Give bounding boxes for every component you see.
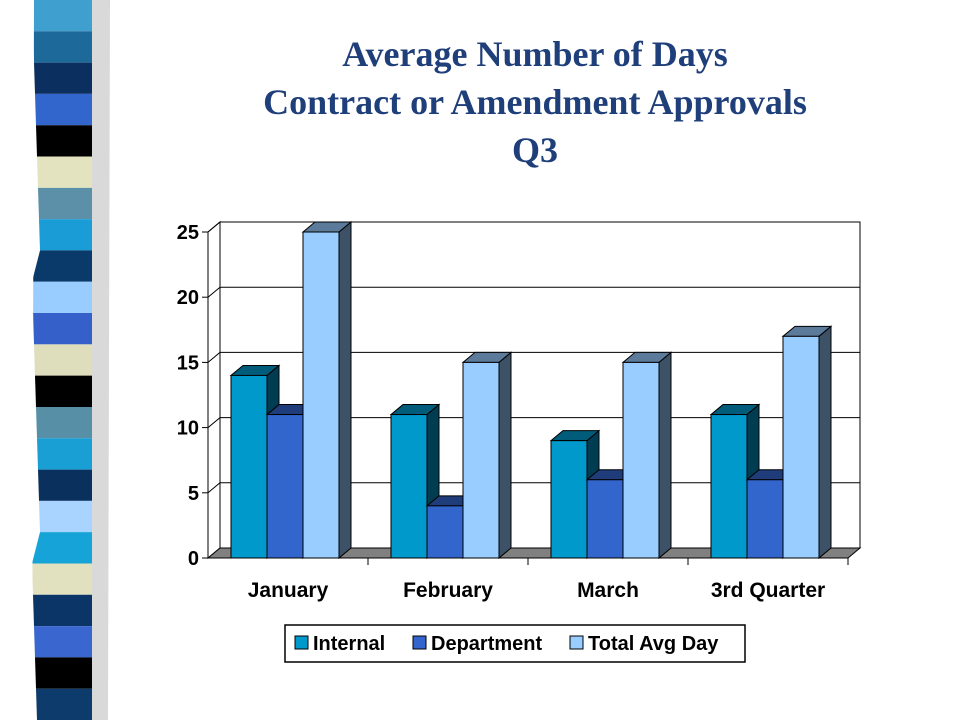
stripe-segment xyxy=(32,532,92,564)
legend-swatch xyxy=(569,635,584,650)
x-category-label: January xyxy=(248,579,329,602)
title-line-3: Q3 xyxy=(511,130,558,170)
stripe-segment xyxy=(32,0,92,32)
y-tick-label: 20 xyxy=(177,287,199,309)
title-line-2: Contract or Amendment Approvals xyxy=(263,82,807,122)
bar-total-avg-day-january xyxy=(301,220,353,560)
title-line-1: Average Number of Days xyxy=(342,34,728,74)
bar-front xyxy=(586,479,624,559)
bar-total-avg-day-march xyxy=(621,351,673,560)
bar-front xyxy=(390,414,428,559)
stripe-segment xyxy=(34,62,92,94)
stripe-segment xyxy=(33,31,92,63)
bar-side xyxy=(498,351,512,560)
bar-front xyxy=(426,505,464,559)
x-category-label: February xyxy=(403,579,493,602)
stripe-segment xyxy=(37,156,92,188)
stripe-segment xyxy=(34,344,92,376)
stripe-segment xyxy=(34,626,92,658)
bar-front xyxy=(462,361,500,559)
bar-front xyxy=(302,231,340,559)
bar-front xyxy=(266,414,304,559)
stripe-segment xyxy=(35,93,92,126)
gridline xyxy=(207,286,860,298)
stripe-segment xyxy=(32,250,92,282)
bar-total-avg-day-3rd-quarter xyxy=(781,325,833,560)
bar-total-avg-day-february xyxy=(461,351,513,560)
bar-front xyxy=(782,335,820,559)
legend-label: Department xyxy=(431,633,542,655)
stripe-segment xyxy=(38,187,92,220)
x-category-label: March xyxy=(577,579,639,602)
y-tick-label: 25 xyxy=(177,222,199,244)
legend-label: Internal xyxy=(313,633,385,655)
stripe-segment xyxy=(36,406,92,439)
stripe-segment xyxy=(38,469,92,501)
bar-front xyxy=(746,479,784,559)
stripe-segment xyxy=(32,563,92,595)
stripe-segment xyxy=(35,375,92,407)
y-tick-label: 15 xyxy=(177,352,199,374)
legend-swatch xyxy=(412,635,427,650)
bar-side xyxy=(658,351,672,560)
legend-swatch xyxy=(294,635,309,650)
decorative-stripe-bar xyxy=(0,0,110,720)
stripe-segment xyxy=(39,500,92,533)
legend: Internal Department Total Avg Day xyxy=(284,624,746,663)
y-tick-label: 10 xyxy=(177,418,199,440)
bar-side xyxy=(818,325,832,560)
stripe-segment xyxy=(33,594,92,627)
stripe-segment xyxy=(39,219,92,251)
stripe-segment xyxy=(32,281,92,314)
y-tick-label: 0 xyxy=(188,548,199,570)
stripe-shadow xyxy=(92,0,110,720)
stripe-segment xyxy=(36,125,92,157)
stripe-segment xyxy=(37,438,92,470)
y-tick-label: 5 xyxy=(188,483,199,505)
legend-label: Total Avg Day xyxy=(588,633,719,655)
stripe-segment xyxy=(36,688,92,720)
chart-title: Average Number of Days Contract or Amend… xyxy=(110,30,960,174)
stripe-margin xyxy=(0,0,34,720)
bar-front xyxy=(550,440,588,559)
bar-front xyxy=(710,414,748,559)
bar-front xyxy=(622,361,660,559)
bar-front xyxy=(230,374,268,559)
gridline xyxy=(207,221,860,233)
bar-side xyxy=(338,220,352,560)
plot-side-wall xyxy=(207,220,221,560)
x-category-label: 3rd Quarter xyxy=(711,579,825,602)
legend-box xyxy=(284,624,746,663)
stripe-segment xyxy=(35,657,92,689)
stripe-segment xyxy=(33,313,92,345)
